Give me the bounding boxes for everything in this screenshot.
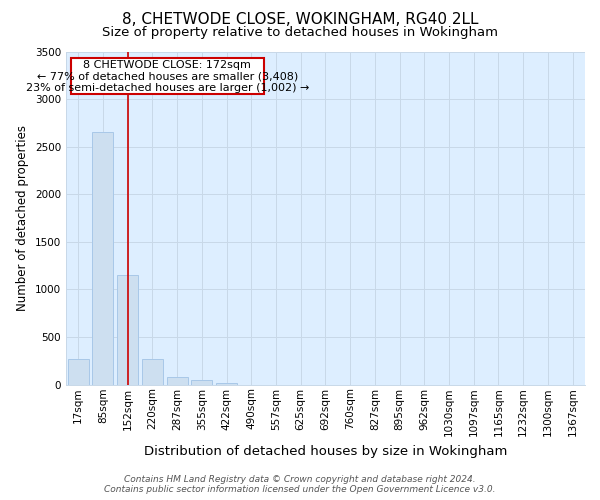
Bar bbox=[68, 359, 89, 384]
Text: 8 CHETWODE CLOSE: 172sqm
← 77% of detached houses are smaller (3,408)
23% of sem: 8 CHETWODE CLOSE: 172sqm ← 77% of detach… bbox=[26, 60, 309, 93]
Text: Size of property relative to detached houses in Wokingham: Size of property relative to detached ho… bbox=[102, 26, 498, 39]
Bar bbox=[71, 58, 263, 94]
Bar bbox=[191, 380, 212, 384]
Y-axis label: Number of detached properties: Number of detached properties bbox=[16, 125, 29, 311]
Text: Contains HM Land Registry data © Crown copyright and database right 2024.
Contai: Contains HM Land Registry data © Crown c… bbox=[104, 474, 496, 494]
Bar bbox=[117, 275, 138, 384]
X-axis label: Distribution of detached houses by size in Wokingham: Distribution of detached houses by size … bbox=[144, 444, 507, 458]
Bar bbox=[216, 382, 237, 384]
Bar bbox=[92, 132, 113, 384]
Bar bbox=[142, 359, 163, 384]
Bar bbox=[167, 377, 188, 384]
Text: 8, CHETWODE CLOSE, WOKINGHAM, RG40 2LL: 8, CHETWODE CLOSE, WOKINGHAM, RG40 2LL bbox=[122, 12, 478, 28]
